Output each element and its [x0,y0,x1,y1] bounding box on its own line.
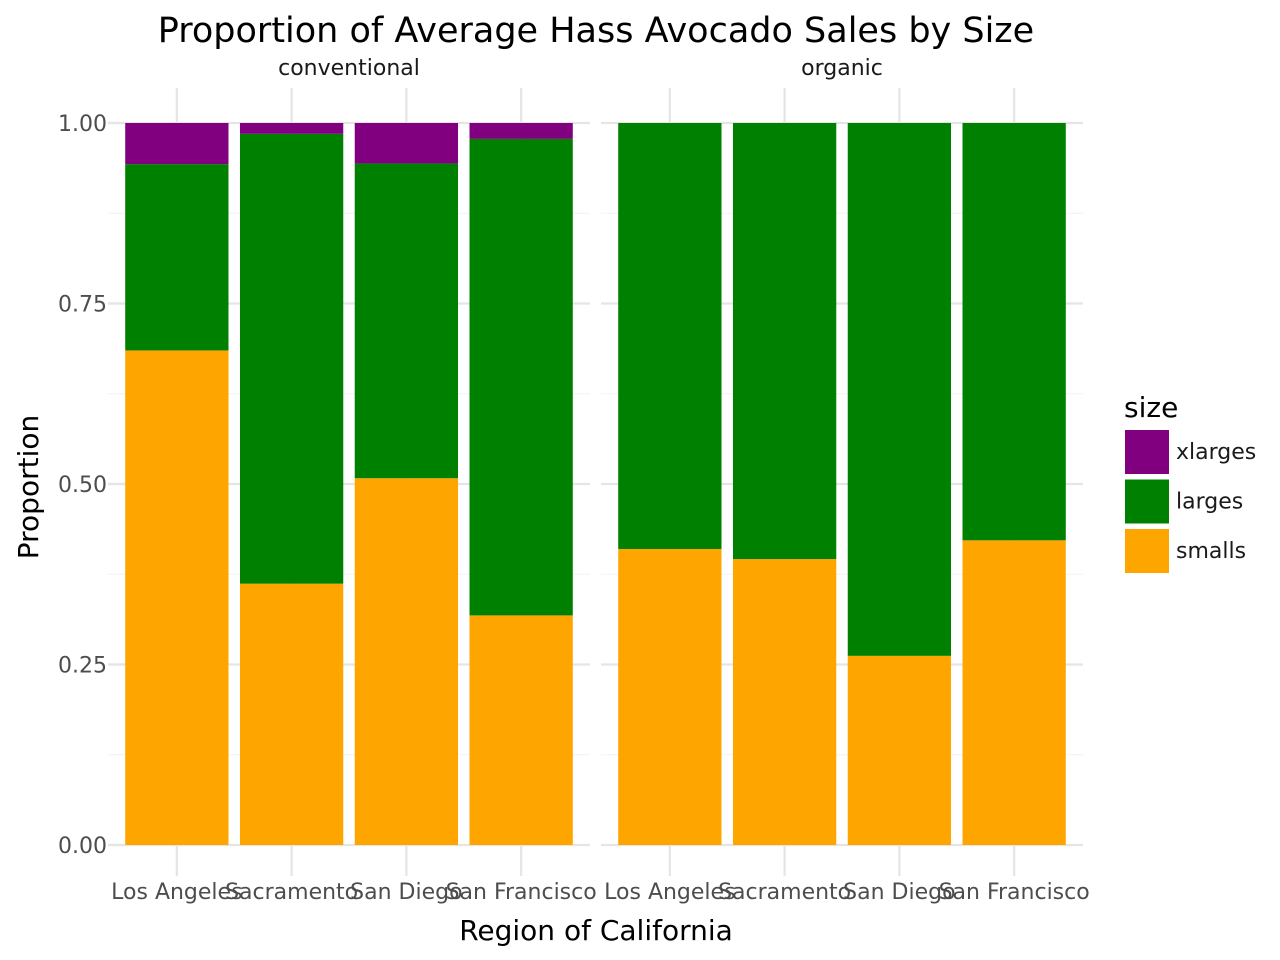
bar-larges-organic-2 [847,123,952,656]
legend-swatch-xlarges [1125,430,1169,474]
legend-label-larges: larges [1176,490,1243,515]
x-tick-label: San Francisco [939,880,1090,905]
x-tick-label: San Francisco [446,880,597,905]
x-tick-label: San Diego [843,880,955,905]
y-tick-label: 0.25 [58,654,107,679]
bar-larges-organic-0 [618,123,722,549]
legend-swatch-larges [1125,479,1169,524]
bar-xlarges-conventional-1 [239,123,344,134]
bar-larges-organic-1 [732,123,837,560]
bar-xlarges-conventional-0 [125,123,229,165]
chart-title: Proportion of Average Hass Avocado Sales… [158,11,1034,51]
y-axis-title: Proportion [12,415,45,559]
legend-label-xlarges: xlarges [1176,440,1256,465]
x-tick-label: Los Angeles [111,880,242,905]
legend-swatch-smalls [1125,529,1169,573]
legend: size xlarges larges smalls [1124,391,1256,573]
bar-smalls-organic-1 [732,559,837,845]
bar-smalls-organic-3 [962,540,1066,845]
bar-larges-conventional-3 [469,138,573,616]
legend-title: size [1124,391,1178,424]
facet-strip-label: conventional [278,56,420,81]
y-tick-label: 0.75 [58,293,107,318]
bar-smalls-organic-2 [847,655,952,845]
x-tick-label: San Diego [350,880,462,905]
bar-smalls-conventional-2 [354,478,459,845]
bar-smalls-conventional-3 [469,615,573,845]
x-tick-label: Sacramento [718,880,851,905]
legend-label-smalls: smalls [1176,539,1246,564]
y-tick-label: 0.00 [58,834,107,859]
y-axis: 0.00 0.25 0.50 0.75 1.00 [58,112,125,859]
bar-xlarges-conventional-2 [354,123,459,164]
bar-smalls-organic-0 [618,548,722,845]
bar-larges-conventional-1 [239,133,344,584]
x-tick-label: Sacramento [225,880,358,905]
y-tick-label: 0.50 [58,473,107,498]
bar-xlarges-conventional-3 [469,123,573,139]
facet-strip-label: organic [801,56,883,81]
x-tick-label: Los Angeles [604,880,735,905]
bar-larges-conventional-0 [125,164,229,351]
bar-smalls-conventional-0 [125,350,229,845]
bar-larges-conventional-2 [354,163,459,479]
bar-smalls-conventional-1 [239,583,344,845]
bar-larges-organic-3 [962,123,1066,541]
y-tick-label: 1.00 [58,112,107,137]
x-axis-title: Region of California [459,914,733,947]
